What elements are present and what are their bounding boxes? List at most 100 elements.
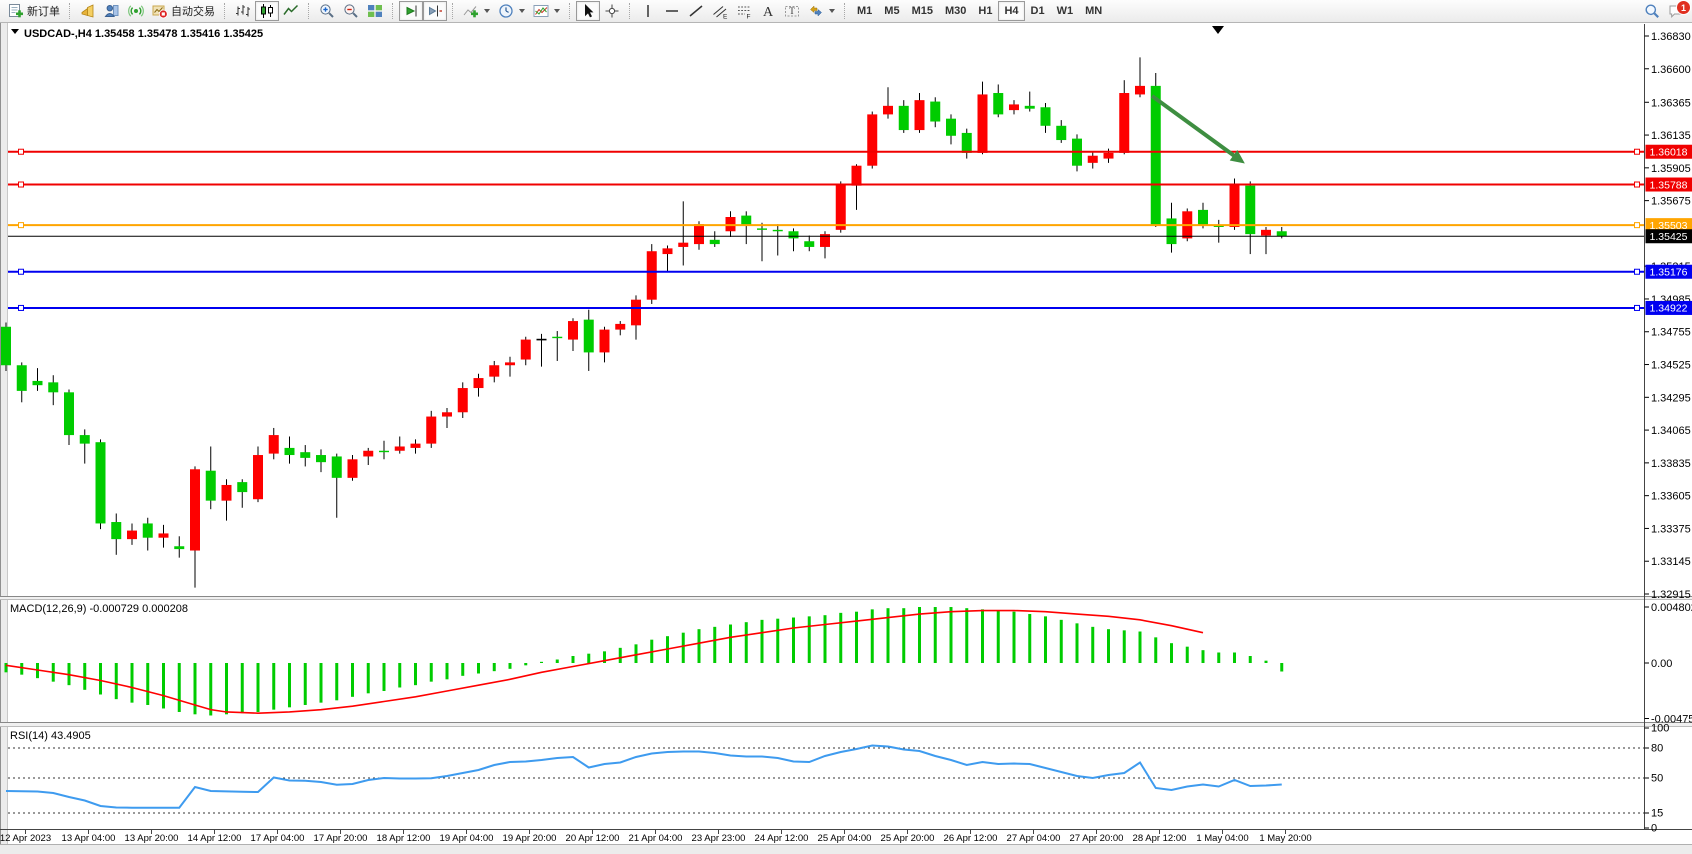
- indicators-button[interactable]: [459, 1, 494, 21]
- macd-histogram-bar: [130, 663, 134, 703]
- price-badge-label: 1.34922: [1650, 303, 1688, 315]
- fibonacci-button[interactable]: F: [732, 1, 756, 21]
- autotrading-button[interactable]: 自动交易: [148, 1, 219, 21]
- price-tick-label: 1.36135: [1651, 130, 1691, 142]
- rsi-line: [5, 744, 1282, 809]
- toolbar-separator: [69, 3, 71, 19]
- trend-arrow-head[interactable]: [1229, 150, 1245, 164]
- time-tick-label: 1 May 04:00: [1196, 833, 1248, 844]
- timeframe-m30[interactable]: M30: [939, 1, 972, 21]
- macd-histogram-bar: [1138, 631, 1142, 663]
- text-label-button[interactable]: T: [780, 1, 804, 21]
- candle-body: [835, 184, 846, 230]
- cursor-button[interactable]: [576, 1, 600, 21]
- auto-scroll-button[interactable]: [399, 1, 423, 21]
- candle-body: [646, 251, 657, 300]
- horizontal-line-object[interactable]: [8, 148, 1644, 155]
- timeframe-w1[interactable]: W1: [1051, 1, 1080, 21]
- pane-separator-fill: [0, 723, 1692, 727]
- rsi-axis-label: 15: [1651, 808, 1663, 820]
- trend-arrow-line[interactable]: [1150, 94, 1242, 162]
- community-button[interactable]: [100, 1, 124, 21]
- trendline-button[interactable]: [684, 1, 708, 21]
- candles-layer: [1, 57, 1287, 588]
- periods-button[interactable]: [494, 1, 529, 21]
- signal-icon: [128, 5, 144, 17]
- tile-windows-button[interactable]: [363, 1, 387, 21]
- bar-chart-button[interactable]: [231, 1, 255, 21]
- timeframe-mn[interactable]: MN: [1079, 1, 1108, 21]
- horizontal-line-object[interactable]: [8, 268, 1644, 275]
- timeframe-m5[interactable]: M5: [878, 1, 905, 21]
- candle-body: [142, 523, 153, 538]
- timeframe-d1[interactable]: D1: [1025, 1, 1051, 21]
- templates-button[interactable]: [529, 1, 564, 21]
- signals-button[interactable]: [124, 1, 148, 21]
- line-handle[interactable]: [1634, 148, 1640, 155]
- equidistant-channel-button[interactable]: E: [708, 1, 732, 21]
- new-order-button[interactable]: 新订单: [4, 1, 64, 21]
- time-tick-label: 25 Apr 04:00: [818, 833, 872, 844]
- horizontal-line-button[interactable]: [660, 1, 684, 21]
- time-axis[interactable]: 12 Apr 2023 13 Apr 04:00 13 Apr 20:00 14 Ap…: [0, 829, 1312, 845]
- time-tick-label: 24 Apr 12:00: [755, 833, 809, 844]
- line-handle[interactable]: [18, 268, 24, 275]
- candle-body: [820, 234, 830, 247]
- line-chart-button[interactable]: [279, 1, 303, 21]
- line-handle[interactable]: [18, 181, 24, 188]
- arrows-button[interactable]: [804, 1, 839, 21]
- symbol-dropdown-icon[interactable]: [11, 29, 19, 34]
- toolbar-separator: [308, 3, 310, 19]
- line-handle[interactable]: [18, 148, 24, 155]
- line-handle[interactable]: [18, 304, 24, 311]
- vertical-line-button[interactable]: [636, 1, 660, 21]
- chart-shift-button[interactable]: [423, 1, 447, 21]
- line-handle[interactable]: [1634, 268, 1640, 275]
- candle-body: [1166, 218, 1177, 245]
- macd-histogram-bar: [1154, 637, 1158, 663]
- time-tick-label: 1 May 20:00: [1259, 833, 1311, 844]
- line-handle[interactable]: [18, 222, 24, 229]
- zoom-out-button[interactable]: [339, 1, 363, 21]
- candle-body: [1009, 104, 1019, 111]
- macd-histogram-bar: [1170, 643, 1173, 663]
- macd-histogram-bar: [839, 612, 843, 663]
- search-button[interactable]: [1640, 1, 1664, 21]
- horizontal-line-object[interactable]: [8, 222, 1644, 229]
- timeframe-m1[interactable]: M1: [851, 1, 878, 21]
- candle-body: [363, 450, 374, 457]
- candle-body: [16, 365, 27, 391]
- price-tick-label: 1.32915: [1651, 589, 1691, 601]
- timeframe-h4[interactable]: H4: [998, 1, 1025, 21]
- text-button[interactable]: A: [756, 1, 780, 21]
- line-handle[interactable]: [1634, 222, 1640, 229]
- macd-histogram-bar: [713, 626, 717, 663]
- zoom-in-button[interactable]: [315, 1, 339, 21]
- timeframe-m15[interactable]: M15: [906, 1, 939, 21]
- notifications-button[interactable]: 1: [1664, 0, 1691, 21]
- macd-histogram-bar: [303, 663, 307, 705]
- candle-body: [1135, 85, 1145, 95]
- macd-histogram-bar: [366, 663, 370, 694]
- line-handle[interactable]: [1634, 181, 1640, 188]
- candle-body: [1150, 85, 1161, 226]
- candle-body: [426, 416, 437, 444]
- publisher-button[interactable]: [76, 1, 100, 21]
- macd-histogram-bar: [760, 619, 764, 663]
- horizontal-line-object[interactable]: [8, 304, 1644, 311]
- candle-body: [583, 319, 594, 353]
- line-handle[interactable]: [1634, 304, 1640, 311]
- crosshair-button[interactable]: [600, 1, 624, 21]
- candle-body: [631, 299, 641, 326]
- price-tick-label: 1.34065: [1651, 425, 1691, 437]
- time-tick-label: 12 Apr 2023: [0, 833, 51, 844]
- macd-histogram-bar: [1075, 623, 1079, 663]
- candlestick-chart-button[interactable]: [255, 1, 279, 21]
- horizontal-line-object[interactable]: [8, 181, 1644, 188]
- price-badge-label: 1.35425: [1650, 231, 1688, 243]
- timeframe-h1[interactable]: H1: [972, 1, 998, 21]
- candle-body: [867, 114, 878, 166]
- price-axis[interactable]: 1.36830 1.36600 1.36365 1.36135 1.35905 1.356…: [1644, 31, 1691, 601]
- price-badge-label: 1.35788: [1650, 179, 1688, 191]
- macd-axis-label: -0.004758: [1651, 713, 1692, 725]
